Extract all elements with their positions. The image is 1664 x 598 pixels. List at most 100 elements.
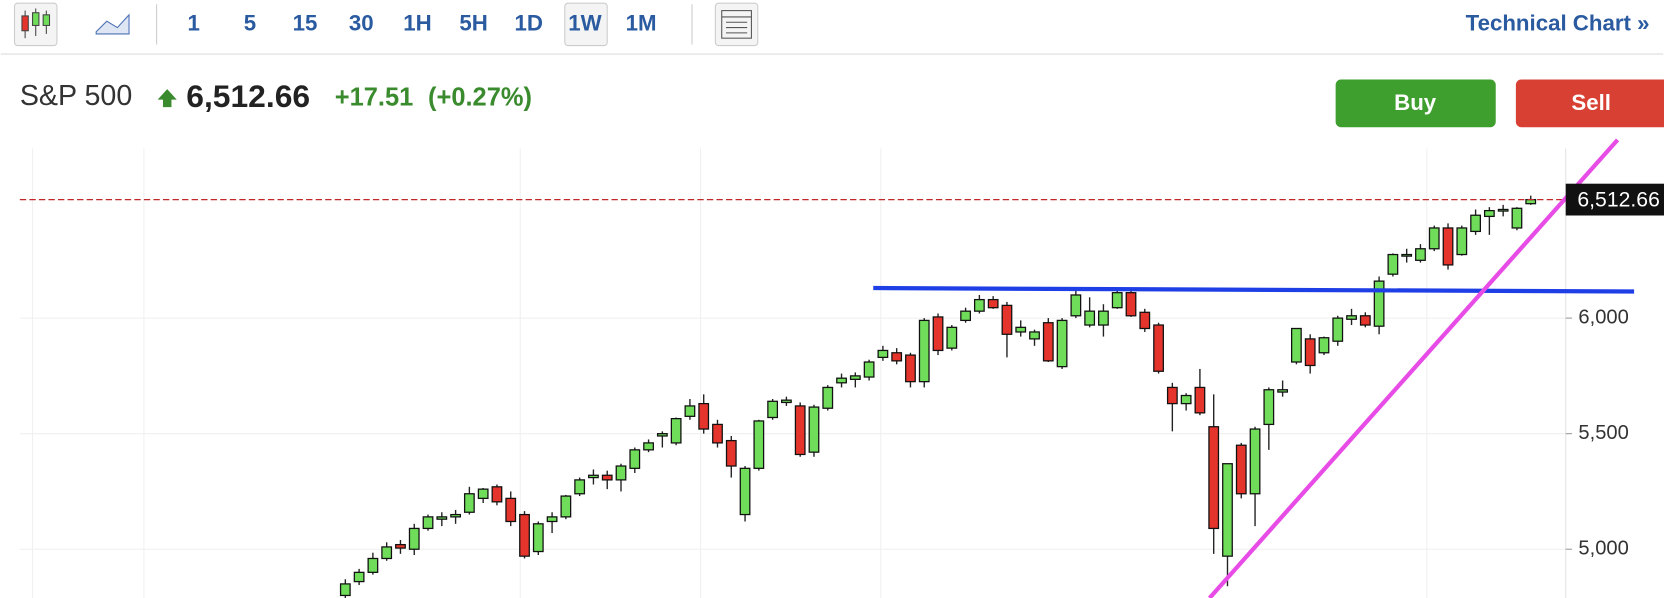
candle-body bbox=[601, 474, 613, 481]
candle-body bbox=[1084, 310, 1096, 326]
candle-body bbox=[560, 495, 572, 518]
y-tick-label: 6,000 bbox=[1578, 306, 1628, 328]
sell-button[interactable] bbox=[1515, 79, 1664, 128]
candle-body bbox=[1373, 280, 1385, 327]
candle-body bbox=[849, 375, 861, 380]
candle-body bbox=[1318, 337, 1330, 354]
candle-body bbox=[656, 433, 668, 437]
candle-body bbox=[781, 399, 792, 404]
candle-body bbox=[491, 486, 503, 503]
candle-body bbox=[739, 467, 751, 516]
last-price: 6,512.66 bbox=[186, 78, 310, 114]
instrument-name: S&P 500 bbox=[20, 80, 132, 112]
up-arrow bbox=[157, 89, 177, 108]
candle-body bbox=[1442, 227, 1454, 266]
interval-tab[interactable]: 15 bbox=[293, 10, 318, 35]
candle-body bbox=[946, 326, 958, 349]
interval-tab[interactable]: 1H bbox=[403, 10, 431, 35]
buy-button[interactable] bbox=[1335, 79, 1496, 128]
candle-body bbox=[643, 442, 654, 451]
layout-icon bbox=[721, 10, 752, 39]
candle-body bbox=[698, 402, 710, 430]
candle-body bbox=[973, 298, 985, 312]
candle-body bbox=[532, 523, 544, 553]
interval-tab[interactable]: 30 bbox=[349, 10, 374, 35]
candle-body bbox=[863, 361, 875, 378]
interval-tab[interactable]: 1M bbox=[626, 10, 657, 35]
candle-body bbox=[422, 516, 434, 530]
candle-body bbox=[877, 349, 889, 359]
candle-body bbox=[367, 557, 379, 573]
candle-icon bbox=[21, 8, 51, 39]
candle-body bbox=[1456, 227, 1468, 256]
candle-body bbox=[753, 420, 765, 469]
candle-body bbox=[808, 406, 820, 453]
candle-body bbox=[477, 488, 489, 500]
candle-body bbox=[519, 513, 530, 557]
buy-label: Buy bbox=[1394, 90, 1437, 115]
technical-chart-link[interactable]: Technical Chart » bbox=[1466, 10, 1650, 35]
candle-body bbox=[1180, 394, 1192, 405]
candle-body bbox=[615, 465, 627, 481]
candle-body bbox=[1497, 208, 1509, 212]
candle-body bbox=[1277, 389, 1289, 393]
candle-body bbox=[1511, 207, 1523, 229]
candle-body bbox=[463, 493, 475, 513]
candle-body bbox=[918, 319, 930, 383]
candle-body bbox=[505, 497, 517, 523]
candle-body bbox=[1125, 292, 1137, 317]
y-tick-label: 5,500 bbox=[1578, 422, 1628, 444]
candle-body bbox=[1001, 304, 1013, 335]
line-icon[interactable] bbox=[95, 13, 130, 35]
candle-body bbox=[1249, 428, 1261, 495]
candle-body bbox=[1359, 315, 1371, 326]
candle-body bbox=[1029, 331, 1040, 340]
candle-body bbox=[1166, 386, 1178, 405]
interval-tab[interactable]: 5 bbox=[244, 10, 256, 35]
candle-body bbox=[1470, 214, 1481, 233]
candle-body bbox=[767, 400, 779, 419]
candle-body bbox=[987, 298, 999, 309]
candle-body bbox=[1235, 444, 1247, 495]
candle-body bbox=[1139, 311, 1151, 330]
candle-body bbox=[588, 474, 599, 479]
candle-body bbox=[1263, 389, 1275, 426]
interval-tab[interactable]: 1 bbox=[188, 10, 200, 35]
interval-tab[interactable]: 5H bbox=[459, 10, 487, 35]
interval-tab[interactable]: 1W bbox=[568, 10, 601, 35]
candle-body bbox=[1098, 310, 1109, 326]
candle-body bbox=[1015, 326, 1027, 333]
candle-body bbox=[1153, 324, 1164, 372]
candle-body bbox=[395, 543, 406, 549]
layout-icon-button[interactable] bbox=[714, 2, 759, 47]
sell-label: Sell bbox=[1571, 90, 1611, 115]
candle-body bbox=[891, 352, 903, 362]
last-price-tag-label: 6,512.66 bbox=[1577, 188, 1659, 211]
candle-body bbox=[339, 583, 351, 597]
candle-body bbox=[1222, 463, 1233, 557]
interval-tab[interactable]: 1D bbox=[515, 10, 543, 35]
candle-body bbox=[574, 479, 586, 495]
selected-interval-box bbox=[564, 2, 608, 47]
candle-body bbox=[1304, 338, 1316, 367]
trend-line bbox=[1207, 138, 1620, 598]
candle-body bbox=[1401, 253, 1413, 257]
candle-body bbox=[381, 546, 393, 560]
candle-body bbox=[1483, 209, 1495, 218]
candle-body bbox=[1042, 322, 1054, 362]
candle-body bbox=[1194, 386, 1206, 414]
candle-body bbox=[712, 423, 723, 444]
candle-body bbox=[822, 386, 834, 409]
candle-body bbox=[1346, 315, 1357, 320]
candle-body bbox=[684, 405, 696, 417]
price-change-pct: (+0.27%) bbox=[428, 83, 532, 111]
candle-body bbox=[836, 377, 847, 384]
candle-body bbox=[408, 527, 420, 550]
candle-body bbox=[1387, 253, 1399, 275]
candle-body bbox=[1415, 248, 1426, 261]
candle-body bbox=[932, 316, 944, 352]
candle-body bbox=[353, 571, 365, 583]
candle-body bbox=[1056, 319, 1068, 368]
